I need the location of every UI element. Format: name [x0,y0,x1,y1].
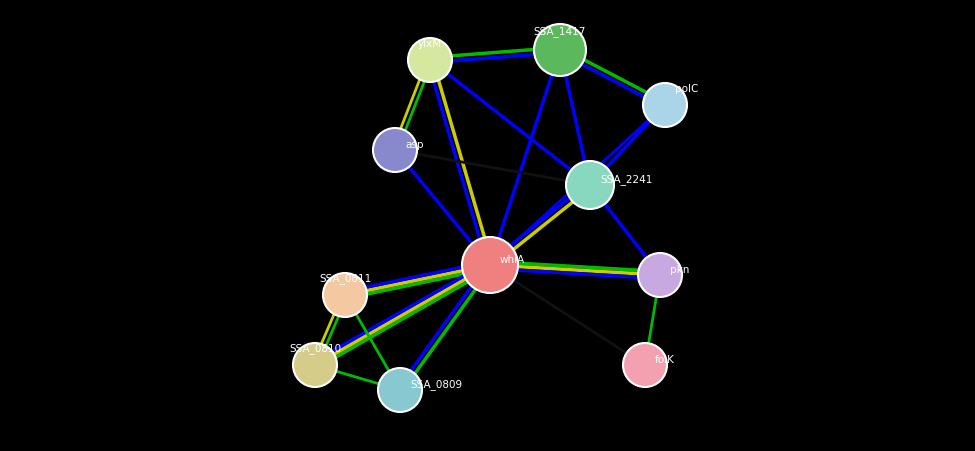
Text: whiA: whiA [500,255,526,265]
Circle shape [566,161,614,209]
Text: SSA_0811: SSA_0811 [319,274,371,285]
Text: SSA_0809: SSA_0809 [410,380,462,391]
Text: pkn: pkn [670,265,689,275]
Circle shape [643,83,687,127]
Circle shape [293,343,337,387]
Circle shape [323,273,367,317]
Circle shape [462,237,518,293]
Circle shape [373,128,417,172]
Text: SSA_2241: SSA_2241 [600,175,652,185]
Circle shape [638,253,682,297]
Text: folK: folK [655,355,675,365]
Circle shape [408,38,452,82]
Circle shape [534,24,586,76]
Circle shape [623,343,667,387]
Text: SSA_0810: SSA_0810 [289,344,341,354]
Text: ylxM: ylxM [418,39,442,49]
Text: asp: asp [405,140,423,150]
Text: polC: polC [675,84,698,94]
Text: SSA_1417: SSA_1417 [534,27,586,37]
Circle shape [378,368,422,412]
